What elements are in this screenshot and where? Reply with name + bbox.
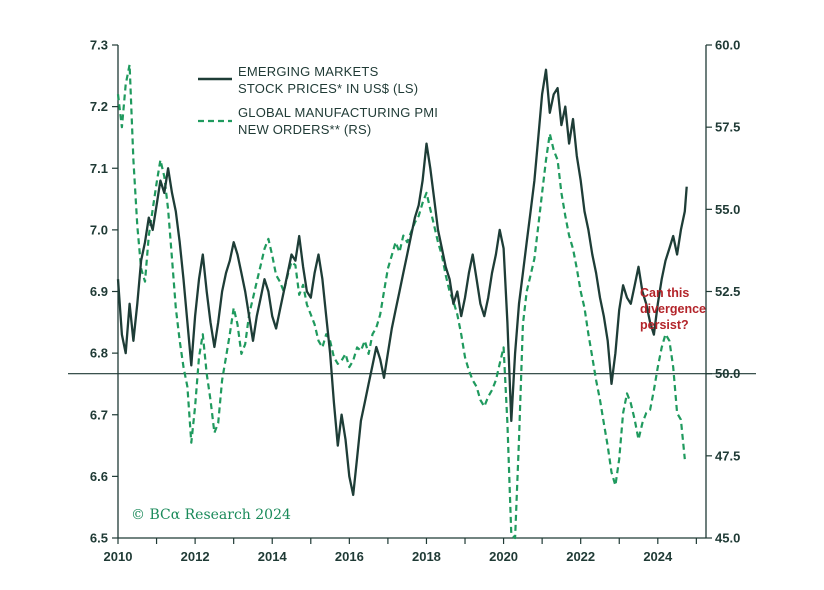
left-tick-label: 6.6 xyxy=(90,469,108,484)
series-group xyxy=(116,63,688,540)
legend-label-pmi-line1: GLOBAL MANUFACTURING PMI xyxy=(238,105,438,120)
left-tick-label: 7.1 xyxy=(90,161,108,176)
left-tick-label: 6.7 xyxy=(90,407,108,422)
left-tick-label: 6.9 xyxy=(90,284,108,299)
left-tick-label: 7.0 xyxy=(90,222,108,237)
left-axis-ticks: 6.5 6.6 6.7 6.8 6.9 7.0 7.1 7.2 7.3 xyxy=(90,38,118,546)
right-tick-label: 55.0 xyxy=(715,202,740,217)
series-line-em-stocks xyxy=(116,68,688,497)
x-tick-label: 2024 xyxy=(643,549,673,564)
series-line-pmi-new-orders xyxy=(116,63,686,540)
right-tick-label: 57.5 xyxy=(715,120,740,135)
legend: EMERGING MARKETS STOCK PRICES* IN US$ (L… xyxy=(198,64,438,137)
x-tick-label: 2010 xyxy=(104,549,133,564)
left-tick-label: 7.2 xyxy=(90,99,108,114)
legend-label-em-stocks-line1: EMERGING MARKETS xyxy=(238,64,379,79)
legend-label-em-stocks-line2: STOCK PRICES* IN US$ (LS) xyxy=(238,81,418,96)
right-tick-label: 45.0 xyxy=(715,531,740,546)
left-tick-label: 6.8 xyxy=(90,346,108,361)
annotation-line-2: divergence xyxy=(640,302,706,316)
annotation-divergence: Can this divergence persist? xyxy=(640,286,706,332)
right-tick-label: 60.0 xyxy=(715,38,740,53)
left-tick-label: 7.3 xyxy=(90,38,108,53)
x-tick-label: 2014 xyxy=(258,549,288,564)
x-tick-label: 2022 xyxy=(566,549,595,564)
annotation-line-1: Can this xyxy=(640,286,689,300)
x-tick-label: 2016 xyxy=(335,549,364,564)
x-axis-ticks: 2010 2012 2014 2016 2018 2020 2022 2024 xyxy=(104,538,697,564)
x-tick-label: 2020 xyxy=(489,549,518,564)
credit-watermark: © BCα Research 2024 xyxy=(131,507,291,523)
right-tick-label: 50.0 xyxy=(715,366,740,381)
x-tick-label: 2018 xyxy=(412,549,441,564)
left-tick-label: 6.5 xyxy=(90,531,108,546)
annotation-line-3: persist? xyxy=(640,318,689,332)
right-tick-label: 47.5 xyxy=(715,448,740,463)
right-axis-ticks: 45.0 47.5 50.0 52.5 55.0 57.5 60.0 xyxy=(706,38,740,546)
legend-label-pmi-line2: NEW ORDERS** (RS) xyxy=(238,122,371,137)
x-tick-label: 2012 xyxy=(181,549,210,564)
right-tick-label: 52.5 xyxy=(715,284,740,299)
